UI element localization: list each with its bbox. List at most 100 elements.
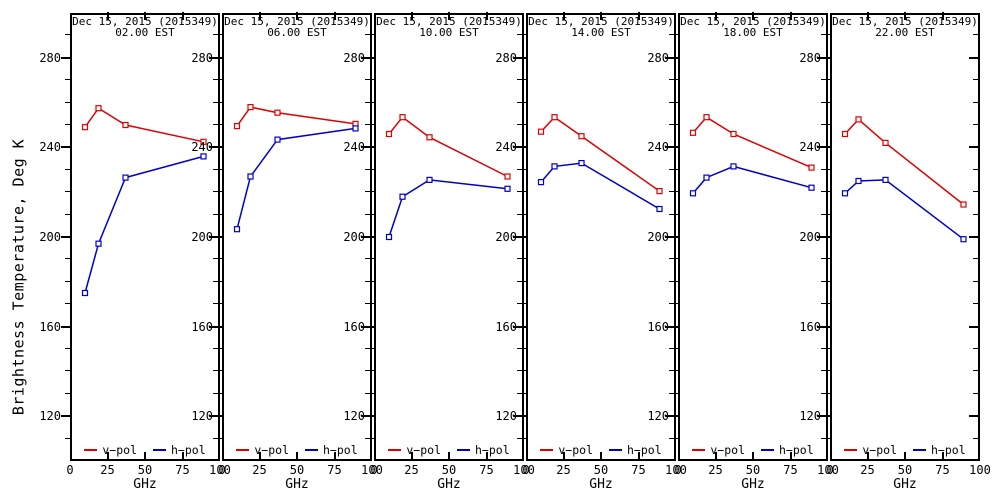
x-major-tick-bottom bbox=[714, 452, 717, 460]
y-minor-tick bbox=[65, 280, 70, 282]
x-major-tick-top bbox=[941, 12, 944, 20]
y-tick-label: 240 bbox=[495, 140, 517, 155]
y-minor-tick-right bbox=[365, 168, 370, 170]
x-tick-label: 25 bbox=[404, 463, 419, 477]
vpol-data-marker bbox=[960, 201, 967, 208]
y-minor-tick-right bbox=[365, 392, 370, 394]
y-minor-tick bbox=[825, 213, 830, 215]
y-minor-tick bbox=[825, 348, 830, 349]
hpol-line bbox=[844, 179, 964, 240]
y-minor-tick-right bbox=[213, 303, 218, 305]
y-tick-label: 280 bbox=[343, 50, 365, 65]
panel-title-date: Dec 15, 2015 (2015349) bbox=[680, 15, 826, 28]
y-minor-tick-right bbox=[821, 258, 826, 260]
y-minor-tick bbox=[65, 213, 70, 215]
y-tick-label: 160 bbox=[647, 319, 669, 334]
x-axis-title: GHz bbox=[589, 477, 613, 492]
y-minor-tick-right bbox=[517, 258, 522, 260]
vpol-line bbox=[236, 106, 356, 127]
vpol-data-marker bbox=[882, 139, 889, 147]
y-major-tick bbox=[61, 236, 70, 238]
y-tick-label: 200 bbox=[495, 230, 517, 244]
vpol-line bbox=[84, 107, 204, 143]
panel-title: Dec 15, 2015 (2015349) 14.00 EST bbox=[526, 16, 676, 38]
x-major-tick-bottom bbox=[941, 452, 944, 460]
hpol-data-marker bbox=[855, 177, 862, 185]
y-minor-tick-right bbox=[517, 124, 522, 125]
x-tick-label: 75 bbox=[327, 463, 342, 477]
hpol-legend-label: h−pol bbox=[171, 443, 206, 457]
y-minor-tick-right bbox=[669, 258, 674, 260]
y-axis-title: Brightness Temperature, Deg K bbox=[9, 138, 28, 416]
x-tick-label: 50 bbox=[441, 463, 457, 477]
hpol-line bbox=[540, 162, 660, 210]
x-tick-label: 75 bbox=[935, 463, 950, 477]
x-axis-title: GHz bbox=[741, 477, 765, 492]
hpol-data-marker bbox=[703, 174, 710, 181]
vpol-data-marker bbox=[841, 130, 849, 138]
y-minor-tick-right bbox=[973, 280, 978, 282]
x-tick-label: 25 bbox=[860, 463, 875, 477]
x-major-tick-bottom bbox=[448, 452, 450, 460]
y-minor-tick-right bbox=[973, 168, 978, 170]
y-minor-tick bbox=[825, 101, 830, 103]
vpol-line bbox=[388, 116, 508, 178]
x-axis-title: GHz bbox=[437, 477, 461, 492]
y-major-tick bbox=[213, 56, 222, 59]
vpol-legend-label: v−pol bbox=[406, 443, 441, 457]
y-tick-label: 120 bbox=[799, 409, 821, 424]
x-tick-label: 50 bbox=[897, 463, 913, 477]
x-major-tick-top bbox=[258, 12, 261, 20]
y-minor-tick-right bbox=[669, 124, 674, 125]
y-tick-label: 200 bbox=[647, 230, 669, 244]
y-minor-tick-right bbox=[821, 437, 826, 439]
x-axis-title: GHz bbox=[133, 477, 157, 492]
hpol-data-marker bbox=[426, 176, 433, 183]
x-tick-label: 75 bbox=[783, 463, 798, 477]
vpol-data-marker bbox=[578, 133, 585, 140]
hpol-data-marker bbox=[122, 174, 129, 181]
x-major-tick-bottom bbox=[866, 452, 869, 460]
y-minor-tick-right bbox=[365, 280, 370, 282]
vpol-data-marker bbox=[122, 121, 129, 129]
x-tick-label: 100 bbox=[513, 463, 535, 477]
y-tick-label: 240 bbox=[799, 140, 821, 155]
y-tick-label: 280 bbox=[191, 50, 213, 65]
y-minor-tick-right bbox=[365, 124, 370, 125]
vpol-data-marker bbox=[399, 114, 406, 121]
x-tick-label: 75 bbox=[479, 463, 494, 477]
x-tick-label: 0 bbox=[522, 463, 530, 477]
y-tick-label: 240 bbox=[39, 140, 61, 155]
panel-title-date: Dec 15, 2015 (2015349) bbox=[376, 15, 522, 28]
y-minor-tick bbox=[521, 437, 526, 439]
x-major-tick-bottom bbox=[904, 452, 906, 460]
x-major-tick-top bbox=[448, 12, 450, 20]
y-tick-label: 120 bbox=[191, 409, 213, 424]
y-tick-label: 120 bbox=[495, 409, 517, 424]
y-minor-tick bbox=[673, 168, 678, 170]
panel-title-time: 10.00 EST bbox=[419, 26, 479, 39]
hpol-legend-label: h−pol bbox=[627, 443, 662, 457]
y-minor-tick-right bbox=[365, 79, 370, 81]
vpol-legend-swatch bbox=[844, 449, 858, 451]
y-tick-label: 200 bbox=[191, 230, 213, 244]
vpol-line bbox=[844, 118, 964, 206]
y-minor-tick bbox=[65, 34, 70, 36]
x-major-tick-bottom bbox=[333, 452, 336, 460]
y-major-tick bbox=[669, 415, 678, 418]
hpol-line bbox=[236, 127, 356, 230]
y-tick-label: 120 bbox=[39, 409, 61, 424]
x-major-tick-bottom bbox=[258, 452, 261, 460]
y-minor-tick-right bbox=[669, 370, 674, 372]
y-minor-tick bbox=[673, 303, 678, 305]
y-major-tick bbox=[213, 146, 222, 149]
x-major-tick-bottom bbox=[752, 452, 754, 460]
y-minor-tick bbox=[369, 392, 374, 394]
x-axis-title: GHz bbox=[285, 477, 309, 492]
y-minor-tick-right bbox=[517, 79, 522, 81]
x-tick-label: 100 bbox=[969, 463, 991, 477]
hpol-data-marker bbox=[504, 185, 511, 192]
panel-title-date: Dec 15, 2015 (2015349) bbox=[224, 15, 370, 28]
vpol-data-marker bbox=[385, 130, 393, 138]
